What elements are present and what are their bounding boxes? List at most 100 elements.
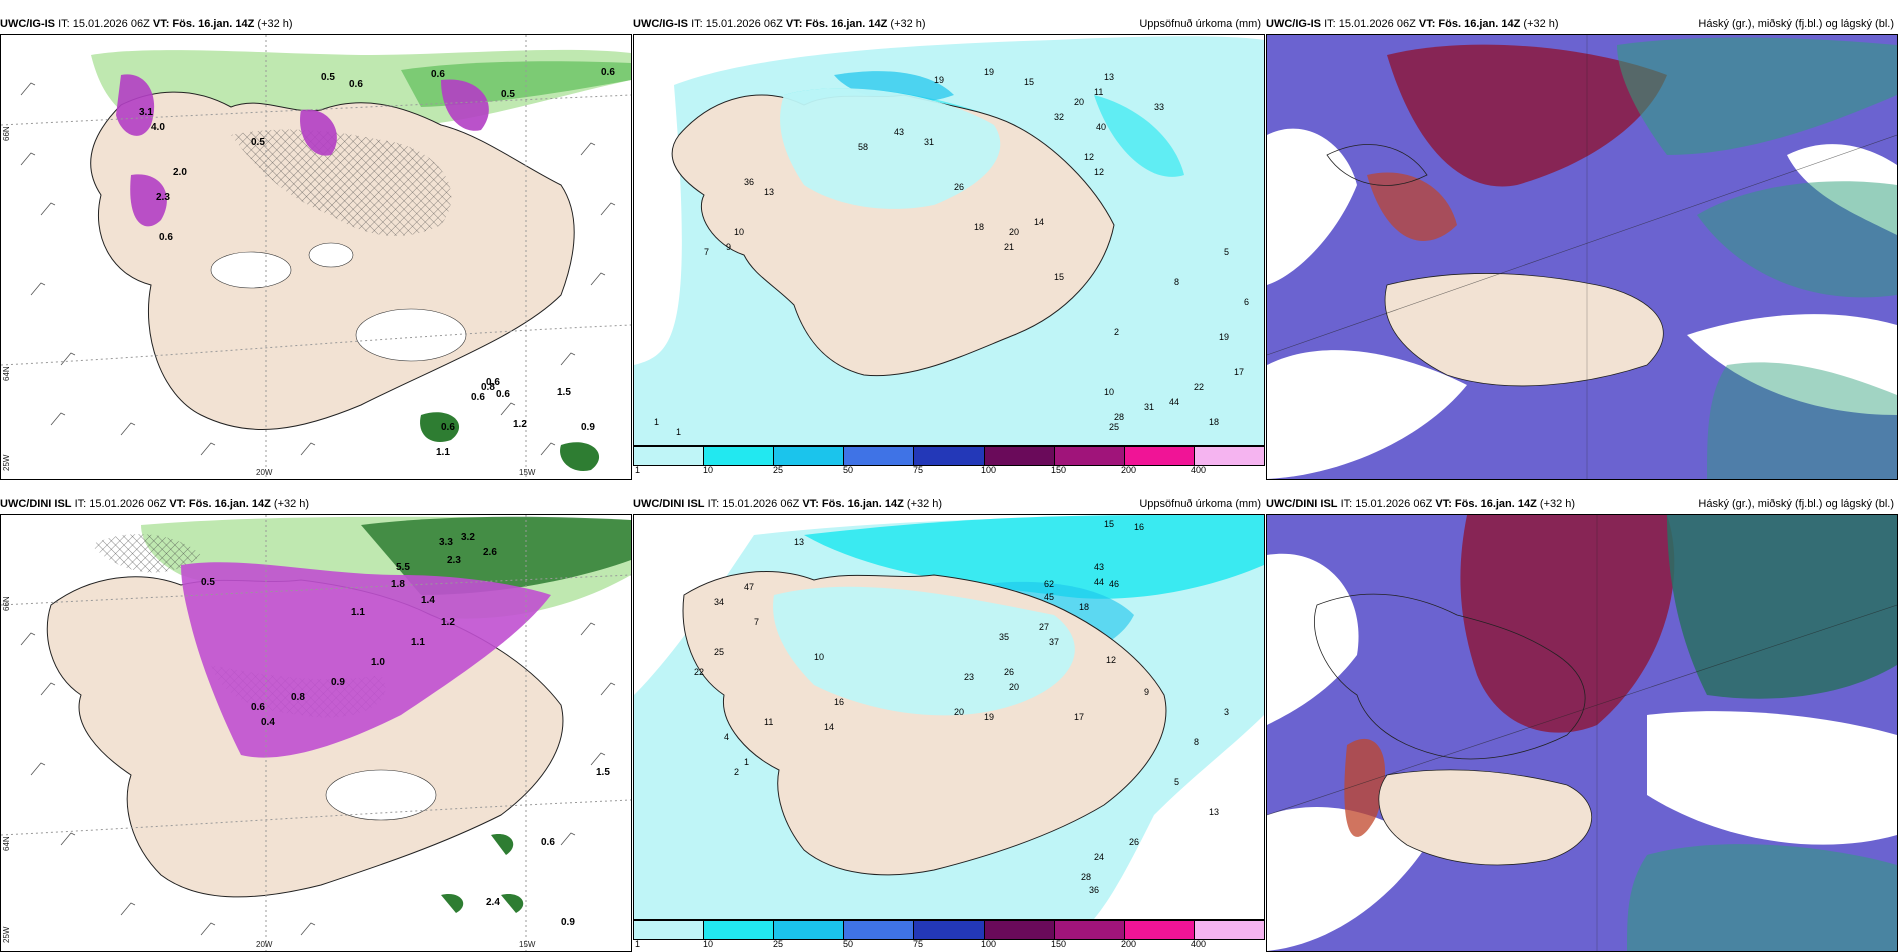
snow-value: 2.4 — [486, 897, 500, 908]
panel-title: UWC/IG-IS IT: 15.01.2026 06Z VT: Fös. 16… — [1266, 14, 1898, 34]
panel-subtitle: Háský (gr.), miðský (fj.bl.) og lágský (… — [1698, 18, 1894, 30]
panel-r2-clouds: UWC/DINI ISL IT: 15.01.2026 06Z VT: Fös.… — [1266, 494, 1898, 952]
panel-title: UWC/DINI ISL IT: 15.01.2026 06Z VT: Fös.… — [1266, 494, 1898, 514]
precip-value: 19 — [984, 712, 994, 722]
valid-time: VT: Fös. 16.jan. 14Z — [802, 498, 904, 510]
precip-value: 14 — [824, 722, 834, 732]
panel-r2-precip: UWC/DINI ISL IT: 15.01.2026 06Z VT: Fös.… — [633, 494, 1265, 949]
snow-value: 5.5 — [396, 562, 410, 573]
precip-value: 25 — [1109, 422, 1119, 432]
precip-value: 22 — [1194, 382, 1204, 392]
model-name: UWC/DINI ISL — [633, 498, 705, 510]
colorbar-cell — [984, 447, 1055, 465]
precip-value: 16 — [1134, 522, 1144, 532]
snow-value: 0.6 — [541, 837, 555, 848]
map-precip-r2[interactable]: 15 16 13 43 44 46 62 45 37 35 27 23 26 2… — [633, 514, 1265, 920]
model-name: UWC/IG-IS — [1266, 18, 1321, 30]
precip-value: 10 — [734, 227, 744, 237]
colorbar-cell — [634, 447, 705, 465]
colorbar-cell — [1124, 447, 1195, 465]
precip-value: 27 — [1039, 622, 1049, 632]
lead-time: (+32 h) — [890, 18, 926, 30]
snow-value: 1.5 — [596, 767, 610, 778]
precip-value: 20 — [954, 707, 964, 717]
snow-value: 3.3 — [439, 537, 453, 548]
colorbar-ticks: 1 10 25 50 75 100 150 200 400 — [633, 465, 1263, 477]
map-clouds-r2[interactable] — [1266, 514, 1898, 952]
precip-value: 31 — [924, 137, 934, 147]
snow-value: 0.6 — [251, 702, 265, 713]
axis-lon-25w: 25W — [2, 454, 11, 471]
axis-lat-64n: 64N — [2, 366, 11, 381]
tick: 25 — [773, 465, 784, 475]
precip-value: 2 — [1114, 327, 1119, 337]
panel-title: UWC/IG-IS IT: 15.01.2026 06Z VT: Fös. 16… — [0, 14, 632, 34]
tick: 150 — [1051, 465, 1067, 475]
precip-value: 1 — [744, 757, 749, 767]
panel-title: UWC/DINI ISL IT: 15.01.2026 06Z VT: Fös.… — [0, 494, 632, 514]
snow-value: 0.6 — [471, 392, 485, 403]
tick: 10 — [703, 939, 714, 949]
precip-value: 58 — [858, 142, 868, 152]
snow-value: 2.6 — [483, 547, 497, 558]
init-time: IT: 15.01.2026 06Z — [1340, 498, 1433, 510]
precip-colorbar — [633, 446, 1265, 466]
axis-lon-15w: 15W — [519, 468, 536, 477]
panel-subtitle: Uppsöfnuð úrkoma (mm) — [1139, 498, 1261, 510]
precip-value: 20 — [1009, 227, 1019, 237]
axis-lon-20w: 20W — [256, 940, 273, 949]
precip-value: 33 — [1154, 102, 1164, 112]
precip-value: 16 — [834, 697, 844, 707]
map-precip-r1[interactable]: 19 19 15 32 20 11 13 43 40 33 58 31 36 2… — [633, 34, 1265, 446]
map-snow-r1[interactable]: 0.5 0.6 0.6 0.6 0.5 0.5 0.6 0.6 0.8 0.6 … — [0, 34, 632, 480]
snow-value: 3.2 — [461, 532, 475, 543]
precip-value: 23 — [964, 672, 974, 682]
precip-value: 2 — [734, 767, 739, 777]
precip-value: 8 — [1174, 277, 1179, 287]
precip-value: 17 — [1234, 367, 1244, 377]
colorbar-cell — [844, 447, 915, 465]
axis-lon-25w: 25W — [2, 926, 11, 943]
tick: 10 — [703, 465, 714, 475]
precip-value: 12 — [1094, 167, 1104, 177]
precip-value: 26 — [1129, 837, 1139, 847]
colorbar-cell — [774, 921, 845, 939]
colorbar-cell — [844, 921, 915, 939]
tick: 100 — [981, 465, 997, 475]
panel-subtitle: Háský (gr.), miðský (fj.bl.) og lágský (… — [1698, 498, 1894, 510]
precip-value: 9 — [1144, 687, 1149, 697]
snow-values-r2: 3.3 3.2 2.6 2.3 1.8 1.4 1.2 1.1 1.0 0.9 … — [201, 532, 610, 928]
tick: 400 — [1191, 939, 1207, 949]
precip-value: 45 — [1044, 592, 1054, 602]
precip-value: 44 — [1169, 397, 1179, 407]
precip-value: 10 — [814, 652, 824, 662]
colorbar-cell — [914, 447, 985, 465]
map-snow-r2[interactable]: 3.3 3.2 2.6 2.3 1.8 1.4 1.2 1.1 1.0 0.9 … — [0, 514, 632, 952]
snow-value: 0.9 — [331, 677, 345, 688]
map-clouds-r1[interactable] — [1266, 34, 1898, 480]
panel-title: UWC/DINI ISL IT: 15.01.2026 06Z VT: Fös.… — [633, 494, 1265, 514]
snow-value: 1.0 — [371, 657, 385, 668]
precip-colorbar — [633, 920, 1265, 940]
colorbar-cell — [634, 921, 705, 939]
precip-value: 20 — [1009, 682, 1019, 692]
precip-value: 25 — [714, 647, 724, 657]
snow-value: 0.5 — [201, 577, 215, 588]
precip-value: 9 — [726, 242, 731, 252]
valid-time: VT: Fös. 16.jan. 14Z — [785, 18, 888, 30]
snow-value: 0.6 — [349, 79, 363, 90]
lead-time: (+32 h) — [1523, 18, 1559, 30]
valid-time: VT: Fös. 16.jan. 14Z — [1418, 18, 1521, 30]
precip-value: 4 — [724, 732, 729, 742]
tick: 75 — [913, 939, 924, 949]
init-time: IT: 15.01.2026 06Z — [691, 18, 783, 30]
precip-value: 14 — [1034, 217, 1044, 227]
model-name: UWC/DINI ISL — [0, 498, 72, 510]
tick: 200 — [1121, 939, 1137, 949]
snow-value: 0.6 — [496, 389, 510, 400]
precip-value: 6 — [1244, 297, 1249, 307]
tick: 75 — [913, 465, 924, 475]
snow-value: 1.2 — [441, 617, 455, 628]
snow-value: 0.6 — [441, 422, 455, 433]
snow-values-r1: 0.5 0.6 0.6 0.6 0.5 0.5 0.6 0.6 0.8 0.6 … — [139, 67, 615, 458]
